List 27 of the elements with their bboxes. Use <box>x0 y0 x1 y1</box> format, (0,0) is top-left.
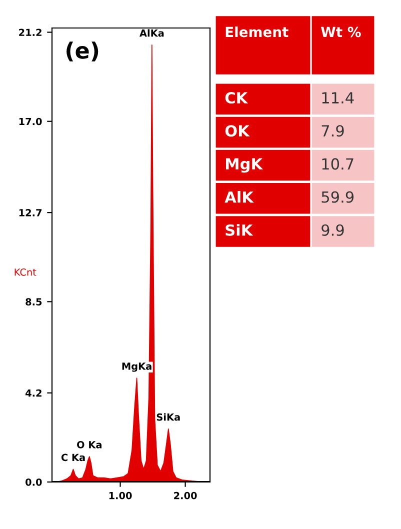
y-tick-label: 12.7 <box>19 209 42 216</box>
y-axis-title: KCnt <box>14 268 36 276</box>
text: (e) <box>66 42 98 62</box>
x-tick-label: 2.00 <box>174 492 197 500</box>
text: OK <box>225 125 250 137</box>
text: AlK <box>224 190 254 203</box>
text: 59.9 <box>322 191 354 203</box>
text: SiK <box>226 224 254 236</box>
annotation: AlKa <box>140 29 164 37</box>
text: Element <box>226 26 288 38</box>
text: CK <box>225 92 248 104</box>
annotation: MgKa <box>122 362 152 372</box>
text: Wt % <box>321 26 361 38</box>
y-tick-label: 21.2 <box>19 28 42 36</box>
text: 9.9 <box>322 224 344 236</box>
text: 11.4 <box>322 92 354 104</box>
x-tick-label: 1.00 <box>109 492 132 500</box>
annotation: SiKa <box>156 413 180 421</box>
y-tick-label: 8.5 <box>26 298 42 306</box>
y-tick-label: 17.0 <box>19 118 42 126</box>
text: 10.7 <box>322 158 354 170</box>
y-tick-label: 4.2 <box>25 389 42 397</box>
y-tick-label: 0.0 <box>26 478 42 486</box>
annotation: C Ka <box>61 454 85 462</box>
text: 7.9 <box>322 125 344 137</box>
annotation: O Ka <box>77 440 102 448</box>
text: MgK <box>226 158 264 173</box>
